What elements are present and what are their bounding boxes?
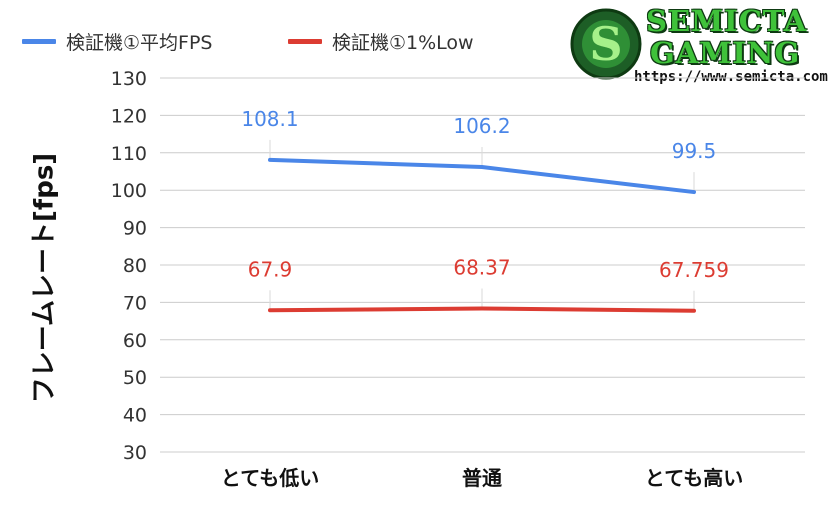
y-tick-label: 50: [123, 367, 147, 389]
logo-url: https://www.semicta.com: [634, 69, 828, 85]
data-label: 106.2: [453, 114, 510, 138]
logo-line2: GAMING: [650, 36, 801, 70]
y-tick-label: 30: [123, 442, 147, 464]
y-tick-label: 70: [123, 292, 147, 314]
y-tick-label: 60: [123, 330, 147, 352]
y-tick-label: 90: [123, 218, 147, 240]
legend-item: 検証機①1%Low: [288, 28, 474, 55]
legend-label: 検証機①1%Low: [332, 32, 474, 54]
semicta-gaming-logo: S SEMICTA GAMING https://www.semicta.com: [566, 2, 828, 88]
y-tick-label: 110: [111, 143, 147, 165]
svg-text:S: S: [589, 17, 622, 71]
semicta-emblem-icon: S: [570, 8, 642, 80]
y-tick-label: 100: [111, 180, 147, 202]
data-label: 99.5: [672, 139, 717, 163]
y-tick-label: 80: [123, 255, 147, 277]
data-label: 67.9: [248, 257, 293, 281]
data-label: 108.1: [241, 107, 298, 131]
x-tick-label: とても低い: [221, 466, 319, 490]
legend-swatch: [22, 39, 56, 44]
y-tick-label: 120: [111, 105, 147, 127]
legend-label: 検証機①平均FPS: [66, 32, 213, 54]
series-line-2: [268, 306, 696, 313]
legend-item: 検証機①平均FPS: [22, 28, 212, 55]
data-label: 68.37: [453, 255, 510, 279]
x-tick-label: 普通: [462, 466, 502, 490]
series-line-1: [268, 157, 696, 195]
data-label: 67.759: [659, 258, 729, 282]
y-tick-label: 40: [123, 405, 147, 427]
y-tick-label: 130: [111, 68, 147, 90]
x-tick-label: とても高い: [645, 466, 743, 490]
legend-swatch: [288, 39, 322, 44]
logo-line1: SEMICTA: [646, 4, 808, 38]
